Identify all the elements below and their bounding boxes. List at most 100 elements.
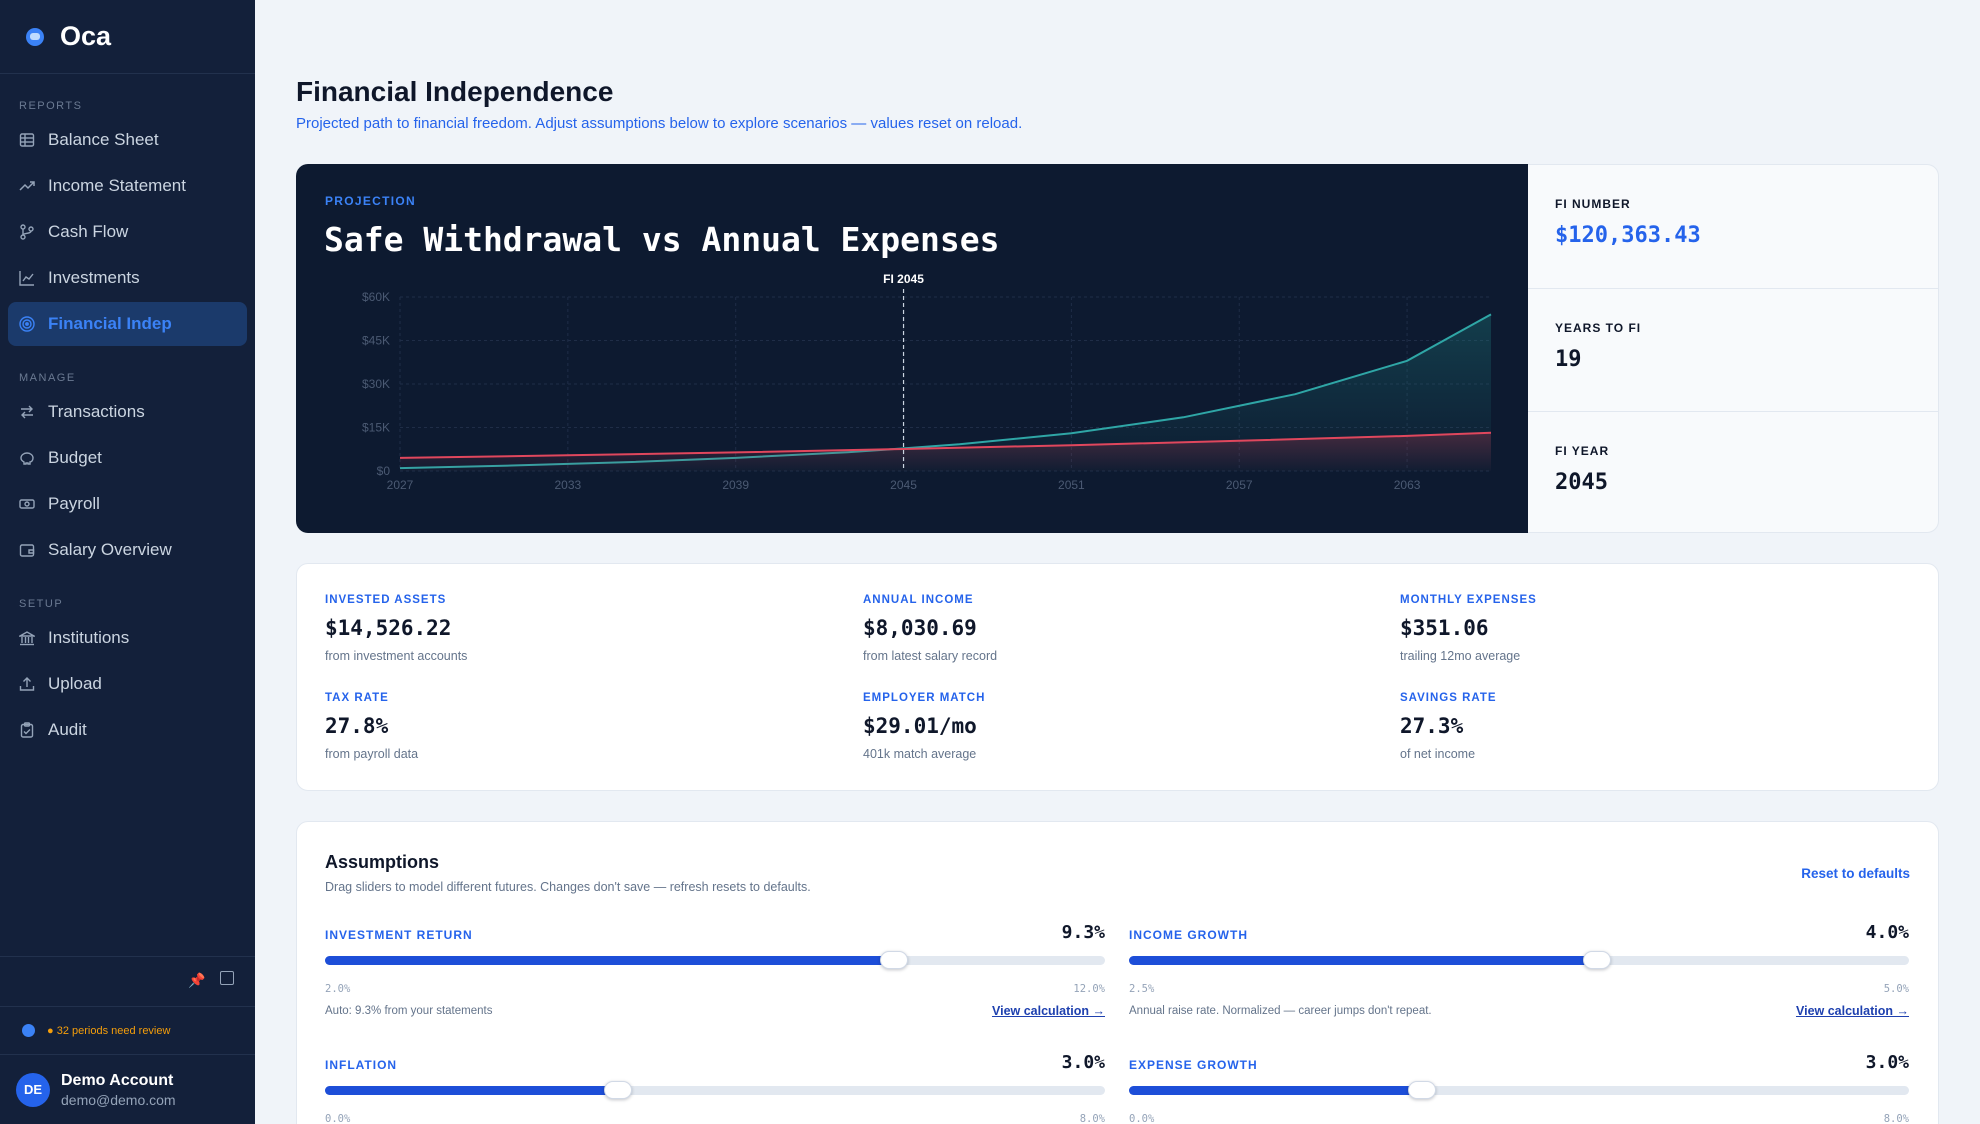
stat-tax-rate: TAX RATE 27.8% from payroll data xyxy=(325,692,825,761)
slider-value: 9.3% xyxy=(1061,922,1105,943)
sidebar-item-label: Audit xyxy=(48,720,87,739)
projection-chart: $0 $15K $30K $45K $60K 2027 2033 2039 2045 2051 20… xyxy=(362,272,1492,492)
user-account[interactable]: DE Demo Account demo@demo.com xyxy=(0,1054,255,1124)
sidebar-item-cash-flow[interactable]: Cash Flow xyxy=(8,210,247,254)
sidebar-item-label: Income Statement xyxy=(48,176,186,195)
upload-icon xyxy=(19,676,35,692)
stat-label: TAX RATE xyxy=(325,692,389,704)
kpi-panel: FI NUMBER $120,363.43 YEARS TO FI 19 FI … xyxy=(1528,164,1939,533)
sidebar-item-label: Investments xyxy=(48,268,140,287)
kpi-fi-year: FI YEAR 2045 xyxy=(1528,411,1939,534)
sidebar-item-investments[interactable]: Investments xyxy=(8,256,247,300)
y-tick-label: $15K xyxy=(362,421,390,435)
stat-value: $351.06 xyxy=(1400,616,1489,640)
sidebar-item-salary-overview[interactable]: Salary Overview xyxy=(8,528,247,572)
pin-icon[interactable]: 📌 xyxy=(188,972,206,988)
stat-note: from payroll data xyxy=(325,747,419,761)
sidebar-item-label: Institutions xyxy=(48,628,130,647)
slider-fill xyxy=(1129,956,1597,965)
slider-thumb[interactable] xyxy=(603,1081,632,1099)
review-alert[interactable]: ● 32 periods need review xyxy=(0,1006,255,1054)
view-calculation-link[interactable]: View calculation → xyxy=(991,1004,1105,1018)
slider-max: 8.0% xyxy=(1883,1113,1909,1124)
x-tick-label: 2063 xyxy=(1394,478,1421,492)
kpi-value: 2045 xyxy=(1555,470,1608,495)
slider-track[interactable] xyxy=(325,1081,1105,1099)
sidebar: Oca REPORTS Balance Sheet Income Stateme… xyxy=(0,0,255,1124)
slider-max: 8.0% xyxy=(1079,1113,1105,1124)
sidebar-item-transactions[interactable]: Transactions xyxy=(8,390,247,434)
stat-value: $8,030.69 xyxy=(863,616,977,640)
stat-monthly-expenses: MONTHLY EXPENSES $351.06 trailing 12mo a… xyxy=(1400,594,1900,663)
sidebar-item-label: Payroll xyxy=(48,494,100,513)
sidebar-item-financial-indep[interactable]: Financial Indep xyxy=(8,302,247,346)
reset-defaults-button[interactable]: Reset to defaults xyxy=(1801,866,1910,881)
stat-label: MONTHLY EXPENSES xyxy=(1400,594,1537,606)
stat-employer-match: EMPLOYER MATCH $29.01/mo 401k match aver… xyxy=(863,692,1363,761)
sidebar-item-budget[interactable]: Budget xyxy=(8,436,247,480)
nav-section-setup: SETUP xyxy=(19,598,64,610)
sidebar-item-payroll[interactable]: Payroll xyxy=(8,482,247,526)
branch-icon xyxy=(19,224,35,240)
slider-thumb[interactable] xyxy=(880,951,909,969)
stat-value: $14,526.22 xyxy=(325,616,452,640)
sidebar-item-income-statement[interactable]: Income Statement xyxy=(8,164,247,208)
line-chart-icon xyxy=(19,270,35,286)
cash-icon xyxy=(19,496,35,512)
sidebar-tools: 📌 xyxy=(0,956,255,1006)
projection-card: PROJECTION Safe Withdrawal vs Annual Exp… xyxy=(296,164,1528,533)
trend-up-icon xyxy=(19,178,35,194)
sidebar-item-label: Upload xyxy=(48,674,102,693)
annual-expenses-line xyxy=(399,431,1492,459)
stat-note: 401k match average xyxy=(863,747,977,761)
target-icon xyxy=(19,316,35,332)
x-tick-label: 2051 xyxy=(1058,478,1085,492)
slider-track[interactable] xyxy=(1129,1081,1909,1099)
clipboard-check-icon xyxy=(19,722,35,738)
x-tick-label: 2033 xyxy=(554,478,581,492)
slider-min: 0.0% xyxy=(1129,1113,1155,1124)
sidebar-item-institutions[interactable]: Institutions xyxy=(8,616,247,660)
brand-name: Oca xyxy=(60,21,112,51)
slider-min: 2.5% xyxy=(1129,983,1155,995)
stat-note: from latest salary record xyxy=(863,649,998,663)
sidebar-item-label: Financial Indep xyxy=(48,314,172,333)
stat-label: ANNUAL INCOME xyxy=(863,594,974,606)
slider-label: INCOME GROWTH xyxy=(1129,928,1248,942)
y-tick-label: $45K xyxy=(362,334,390,348)
sidebar-item-audit[interactable]: Audit xyxy=(8,708,247,752)
stat-label: SAVINGS RATE xyxy=(1400,692,1497,704)
slider-max: 5.0% xyxy=(1883,983,1909,995)
arrows-swap-icon xyxy=(19,404,35,420)
sidebar-item-label: Transactions xyxy=(48,402,145,421)
slider-label: INVESTMENT RETURN xyxy=(325,928,473,942)
slider-thumb[interactable] xyxy=(1407,1081,1436,1099)
slider-label: INFLATION xyxy=(325,1058,398,1072)
slider-value: 3.0% xyxy=(1061,1052,1105,1073)
kpi-fi-number: FI NUMBER $120,363.43 xyxy=(1528,165,1939,288)
slider-track[interactable] xyxy=(1129,951,1909,969)
bank-icon xyxy=(19,630,35,646)
slider-value: 3.0% xyxy=(1865,1052,1909,1073)
slider-thumb[interactable] xyxy=(1583,951,1611,969)
brand[interactable]: Oca xyxy=(0,0,255,74)
nav-section-manage: MANAGE xyxy=(19,372,76,384)
review-alert-text: ● 32 periods need review xyxy=(47,1024,171,1037)
sidebar-item-upload[interactable]: Upload xyxy=(8,662,247,706)
kpi-label: FI NUMBER xyxy=(1555,197,1631,211)
main-content: Financial Independence Projected path to… xyxy=(255,0,1980,1124)
slider-track[interactable] xyxy=(325,951,1105,969)
y-tick-label: $60K xyxy=(362,290,390,304)
view-calculation-link[interactable]: View calculation → xyxy=(1795,1004,1909,1018)
collapse-sidebar-icon[interactable] xyxy=(220,971,234,985)
piggy-bank-icon xyxy=(19,450,35,466)
fi-marker-label: FI 2045 xyxy=(883,272,924,286)
y-tick-label: $30K xyxy=(362,377,390,391)
assumptions-title: Assumptions xyxy=(325,852,440,872)
sidebar-item-label: Salary Overview xyxy=(48,540,172,559)
projection-label: PROJECTION xyxy=(325,194,417,208)
safe-withdrawal-line-area xyxy=(400,314,1491,471)
sidebar-item-label: Budget xyxy=(48,448,102,467)
stat-note: of net income xyxy=(1400,747,1476,761)
sidebar-item-balance-sheet[interactable]: Balance Sheet xyxy=(8,118,247,162)
